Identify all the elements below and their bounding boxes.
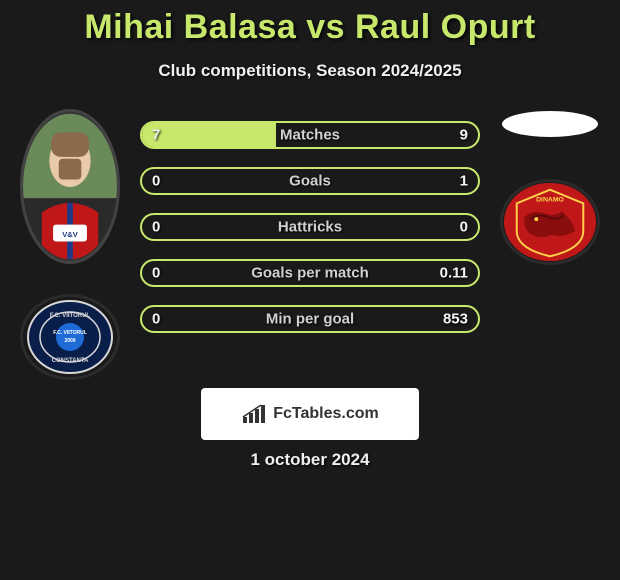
page-subtitle: Club competitions, Season 2024/2025 [0, 61, 620, 81]
svg-text:V&V: V&V [62, 230, 77, 239]
stat-value-left: 0 [152, 173, 160, 190]
brand-box[interactable]: FcTables.com [201, 388, 419, 440]
stat-label: Hattricks [278, 219, 342, 236]
stat-row: Matches 7 9 [140, 121, 480, 149]
svg-text:CONSTANTA: CONSTANTA [52, 358, 89, 364]
stat-label: Goals [289, 173, 331, 190]
stat-bar-fill-left [142, 123, 276, 147]
stat-value-left: 0 [152, 219, 160, 236]
svg-text:F.C. VIITORUL: F.C. VIITORUL [53, 330, 87, 336]
svg-text:2009: 2009 [64, 338, 75, 344]
dinamo-badge-icon: DINAMO [503, 181, 597, 263]
right-club-badge: DINAMO [500, 179, 600, 265]
left-club-badge: F.C. VIITORUL 2009 F.C. VIITORUL CONSTAN… [20, 294, 120, 380]
brand-label: FcTables.com [273, 405, 379, 423]
stat-row: Goals 0 1 [140, 167, 480, 195]
comparison-content: V&V F.C. VIITORUL 2009 F.C. VIITORUL CON… [0, 109, 620, 409]
stat-bars: Matches79Goals01Hattricks00Goals per mat… [140, 121, 480, 351]
stat-value-left: 0 [152, 311, 160, 328]
right-player-column: DINAMO [490, 109, 610, 265]
stat-value-right: 0.11 [440, 265, 468, 282]
stat-value-left: 0 [152, 265, 160, 282]
stat-value-left: 7 [152, 127, 160, 144]
stat-value-right: 0 [460, 219, 468, 236]
stat-label: Min per goal [266, 311, 354, 328]
player-photo-icon: V&V [23, 109, 117, 264]
svg-text:DINAMO: DINAMO [536, 196, 564, 203]
stat-label: Goals per match [251, 265, 369, 282]
svg-text:F.C. VIITORUL: F.C. VIITORUL [50, 313, 91, 319]
viitorul-badge-icon: F.C. VIITORUL 2009 F.C. VIITORUL CONSTAN… [27, 300, 113, 374]
date-label: 1 october 2024 [250, 450, 369, 470]
stat-value-right: 853 [443, 311, 468, 328]
stat-row: Min per goal 0 853 [140, 305, 480, 333]
stat-row: Goals per match 0 0.11 [140, 259, 480, 287]
stat-label: Matches [280, 127, 340, 144]
left-player-avatar: V&V [20, 109, 120, 264]
chart-icon [241, 403, 267, 425]
left-player-column: V&V F.C. VIITORUL 2009 F.C. VIITORUL CON… [10, 109, 130, 380]
stat-value-right: 1 [460, 173, 468, 190]
page-title: Mihai Balasa vs Raul Opurt [0, 0, 620, 47]
stat-value-right: 9 [460, 127, 468, 144]
right-player-avatar-placeholder [502, 111, 598, 137]
stat-row: Hattricks 0 0 [140, 213, 480, 241]
